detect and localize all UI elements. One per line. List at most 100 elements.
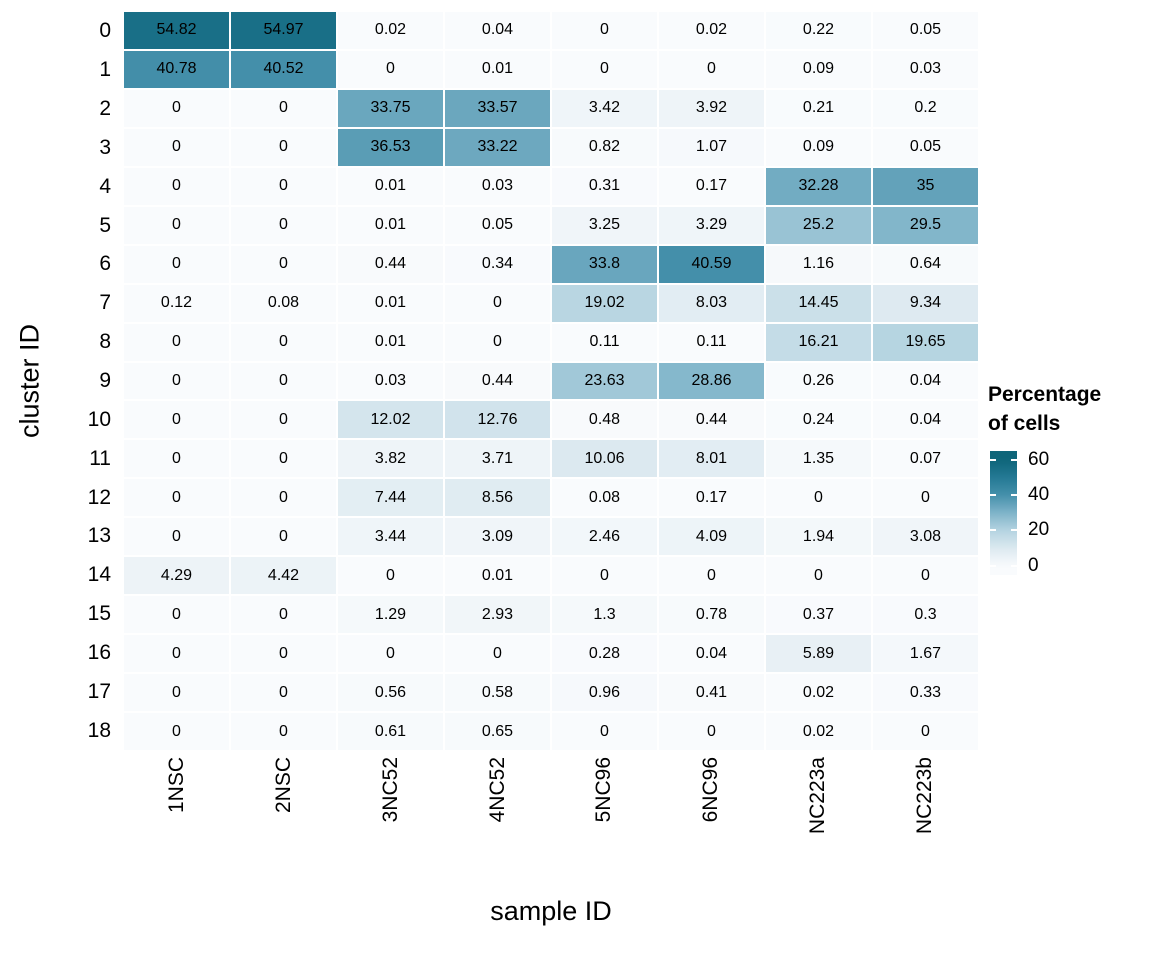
heatmap-cell: 4.09 xyxy=(659,518,764,556)
heatmap-cell: 8.01 xyxy=(659,440,764,478)
heatmap-cell: 0 xyxy=(124,128,229,166)
heatmap-cell: 0.01 xyxy=(445,557,550,595)
heatmap-cell: 3.71 xyxy=(445,440,550,478)
heatmap-cell: 0 xyxy=(445,635,550,673)
heatmap-cell: 0 xyxy=(445,284,550,322)
heatmap-cell: 0.22 xyxy=(766,12,871,49)
heatmap-cell: 0.31 xyxy=(552,167,657,205)
heatmap-cell: 5.89 xyxy=(766,635,871,673)
y-tick-label: 13 xyxy=(87,524,111,548)
x-tick-label: 5NC96 xyxy=(551,757,658,897)
heatmap-cell: 1.3 xyxy=(552,596,657,634)
heatmap-cell: 33.8 xyxy=(552,245,657,283)
heatmap-cell: 0.01 xyxy=(338,206,443,244)
legend-tick-label: 40 xyxy=(1028,484,1050,506)
heatmap-cell: 1.07 xyxy=(659,128,764,166)
heatmap-cell: 0 xyxy=(124,674,229,712)
heatmap-cell: 12.76 xyxy=(445,401,550,439)
heatmap-cell: 0 xyxy=(338,50,443,88)
legend-tick-mark xyxy=(1011,529,1017,532)
heatmap-cell: 0 xyxy=(124,518,229,556)
heatmap-cell: 0.82 xyxy=(552,128,657,166)
heatmap-cell: 0 xyxy=(338,557,443,595)
heatmap-cell: 8.56 xyxy=(445,479,550,517)
heatmap-cell: 0 xyxy=(231,401,336,439)
heatmap-cell: 0.03 xyxy=(873,50,978,88)
heatmap-cell: 0.11 xyxy=(552,323,657,361)
heatmap-cell: 0 xyxy=(231,167,336,205)
heatmap-cell: 28.86 xyxy=(659,362,764,400)
heatmap-cell: 0.44 xyxy=(445,362,550,400)
legend-tick-mark xyxy=(990,458,996,461)
heatmap-cell: 0.02 xyxy=(766,713,871,750)
heatmap-cell: 3.82 xyxy=(338,440,443,478)
heatmap-cell: 0 xyxy=(124,206,229,244)
legend-tick-mark xyxy=(1011,564,1017,567)
y-tick-label: 11 xyxy=(89,446,111,470)
heatmap-cell: 0 xyxy=(124,89,229,127)
y-tick-label: 7 xyxy=(99,291,111,315)
heatmap-cell: 0 xyxy=(124,596,229,634)
heatmap-cell: 0.34 xyxy=(445,245,550,283)
heatmap-cell: 2.93 xyxy=(445,596,550,634)
x-tick-label-text: 4NC52 xyxy=(485,757,509,823)
heatmap-cell: 0.02 xyxy=(338,12,443,49)
heatmap-cell: 0.04 xyxy=(659,635,764,673)
x-axis-title: sample ID xyxy=(490,896,612,926)
y-tick-label: 1 xyxy=(99,58,111,82)
y-tick-label: 16 xyxy=(87,640,111,664)
heatmap-cell: 0.78 xyxy=(659,596,764,634)
heatmap-cell: 1.67 xyxy=(873,635,978,673)
heatmap-cell: 0 xyxy=(124,245,229,283)
heatmap-cell: 40.59 xyxy=(659,245,764,283)
heatmap-cell: 0 xyxy=(552,12,657,49)
y-tick-label: 0 xyxy=(99,19,111,43)
x-tick-label: 1NSC xyxy=(124,757,231,897)
heatmap-cell: 0 xyxy=(873,713,978,750)
y-tick-label: 2 xyxy=(99,97,111,121)
legend-title-line: Percentage xyxy=(988,383,1102,406)
heatmap-cell: 0.01 xyxy=(445,50,550,88)
y-tick-label: 5 xyxy=(99,213,111,237)
heatmap-cell: 33.75 xyxy=(338,89,443,127)
y-tick-label: 18 xyxy=(87,718,111,742)
legend-tick-mark xyxy=(990,494,996,497)
heatmap-cell: 0.44 xyxy=(338,245,443,283)
heatmap-cell: 25.2 xyxy=(766,206,871,244)
heatmap-cell: 23.63 xyxy=(552,362,657,400)
legend-tick-label: 20 xyxy=(1028,519,1050,541)
legend-tick-area: 60 40 20 0 xyxy=(988,449,1152,585)
x-tick-label-text: 1NSC xyxy=(165,757,189,814)
heatmap-cell: 0 xyxy=(231,245,336,283)
heatmap-cell: 3.29 xyxy=(659,206,764,244)
heatmap-cell: 3.44 xyxy=(338,518,443,556)
heatmap-cell: 0.05 xyxy=(873,128,978,166)
legend-colorbar xyxy=(990,450,1017,575)
y-tick-label: 14 xyxy=(87,563,111,587)
heatmap-cell: 0 xyxy=(124,323,229,361)
x-tick-label-text: NC223b xyxy=(912,757,936,835)
heatmap-cell: 0 xyxy=(659,713,764,750)
x-tick-label: 6NC96 xyxy=(658,757,765,897)
heatmap-cell: 0 xyxy=(873,479,978,517)
heatmap-cell: 0 xyxy=(231,674,336,712)
heatmap-cell: 0 xyxy=(873,557,978,595)
heatmap-cell: 0.48 xyxy=(552,401,657,439)
heatmap-cell: 0.12 xyxy=(124,284,229,322)
x-tick-label-text: 3NC52 xyxy=(378,757,402,823)
y-tick-label: 6 xyxy=(99,252,111,276)
heatmap-cell: 0 xyxy=(231,362,336,400)
heatmap-cell: 0.01 xyxy=(338,323,443,361)
y-tick-label: 3 xyxy=(99,135,111,159)
legend-title-line: of cells xyxy=(988,412,1061,436)
heatmap-cell: 0.44 xyxy=(659,401,764,439)
heatmap-cell: 0 xyxy=(659,50,764,88)
legend-title: Percentage of cells xyxy=(988,380,1152,439)
legend-tick-mark xyxy=(990,529,996,532)
heatmap-cell: 0.02 xyxy=(766,674,871,712)
heatmap-cell: 0.61 xyxy=(338,713,443,750)
heatmap-cell: 0.01 xyxy=(338,284,443,322)
x-tick-label-text: NC223a xyxy=(805,757,829,835)
legend-tick-mark xyxy=(990,564,996,567)
x-tick-label-text: 6NC96 xyxy=(699,757,723,823)
